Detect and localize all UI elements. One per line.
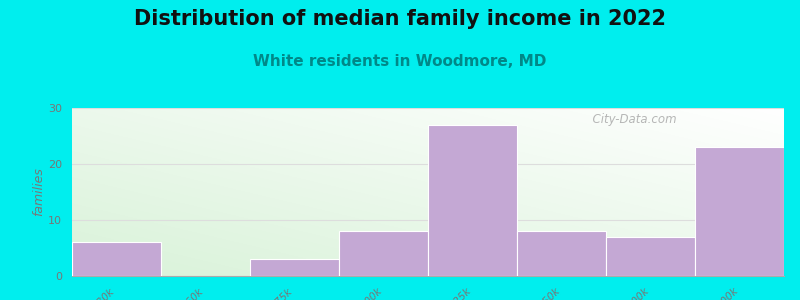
Bar	[517, 231, 606, 276]
Text: Distribution of median family income in 2022: Distribution of median family income in …	[134, 9, 666, 29]
Bar	[339, 231, 428, 276]
Bar	[606, 237, 695, 276]
Text: City-Data.com: City-Data.com	[585, 113, 676, 126]
Bar	[695, 147, 784, 276]
Y-axis label: families: families	[32, 168, 46, 216]
Text: White residents in Woodmore, MD: White residents in Woodmore, MD	[254, 54, 546, 69]
Bar	[72, 242, 161, 276]
Bar	[250, 259, 339, 276]
Bar	[428, 125, 517, 276]
